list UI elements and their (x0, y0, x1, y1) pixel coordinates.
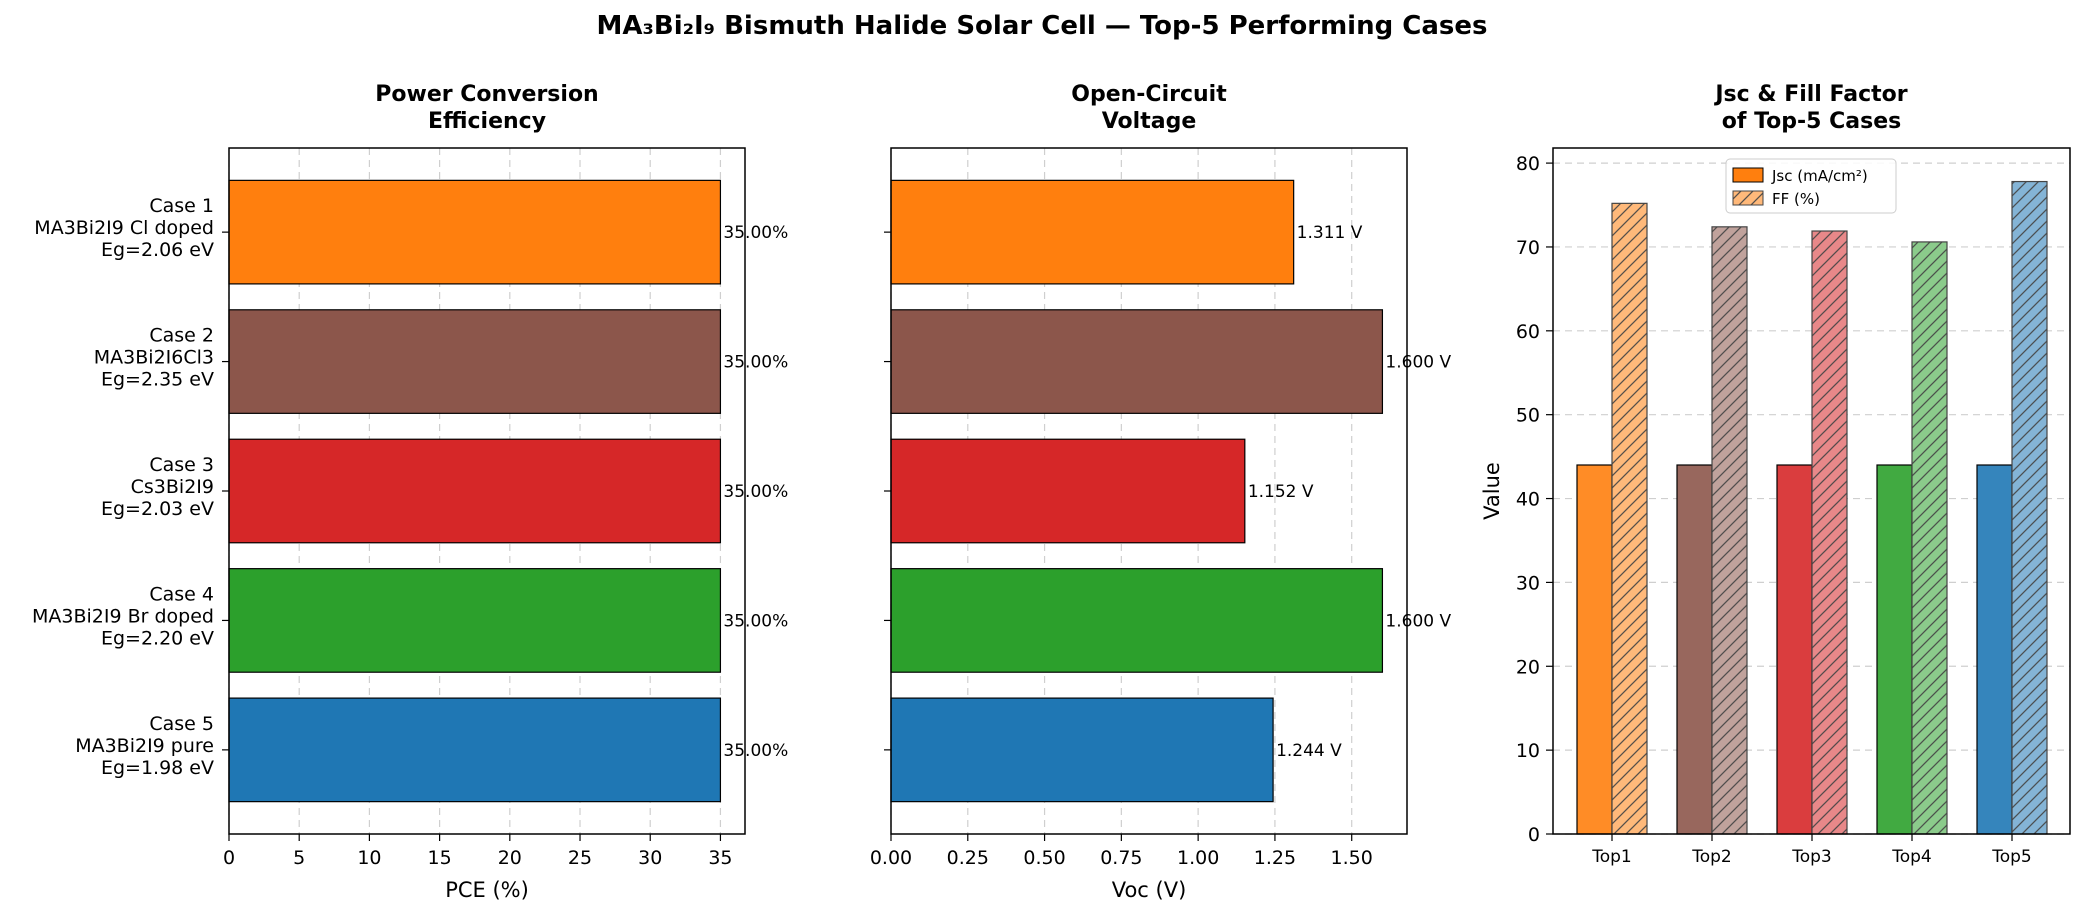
voc-bar (890, 438, 1246, 544)
voc-xtick-label: 1.00 (1177, 847, 1219, 869)
pce-category-label: Eg=2.35 eV (101, 369, 214, 391)
pce-category-label: MA3Bi2I9 Cl doped (34, 217, 214, 239)
pce-xtick-label: 25 (568, 847, 592, 869)
pce-category-label: Cs3Bi2I9 (131, 476, 214, 498)
pce-category-label: Case 2 (149, 325, 214, 347)
pce-bar (228, 309, 722, 414)
pce-title-line-1: Power Conversion (375, 82, 598, 107)
pce-value-label: 35.00% (723, 223, 788, 243)
jscff-xtick-label: Top1 (1591, 847, 1632, 867)
pce-category-label: Case 1 (149, 195, 214, 217)
voc-value-label: 1.600 V (1385, 611, 1451, 631)
voc-xtick-label: 0.75 (1100, 847, 1142, 869)
jscff-ytick-label: 70 (1516, 237, 1540, 259)
pce-xtick-label: 30 (638, 847, 662, 869)
pce-category-label: MA3Bi2I9 pure (75, 735, 214, 757)
jscff-ytick-label: 20 (1516, 656, 1540, 678)
voc-xtick-label: 0.25 (947, 847, 989, 869)
jscff-ytick-label: 30 (1516, 572, 1540, 594)
ff-bar-hatch (1612, 203, 1647, 835)
pce-value-label: 35.00% (723, 611, 788, 631)
jsc-bar (1776, 464, 1813, 835)
pce-axes-frame (228, 147, 746, 835)
ff-bar-hatch (1812, 231, 1847, 835)
voc-xtick-label: 1.50 (1331, 847, 1373, 869)
jscff-ytick-label: 80 (1516, 153, 1540, 175)
jscff-legend: Jsc (mA/cm²) FF (%) (1725, 158, 1897, 214)
pce-xtick-label: 35 (708, 847, 732, 869)
legend-box (1725, 158, 1897, 214)
pce-category-label: Eg=2.03 eV (101, 498, 214, 520)
jsc-ff-panel: Top1 Top2 Top3 Top4 Top5 0 10 20 30 40 50 60 70 80 Val… (1480, 82, 2071, 867)
voc-bar (890, 309, 1384, 414)
ff-bar-hatch (1912, 241, 1947, 835)
legend-swatch-ff-hatch (1733, 191, 1763, 205)
pce-category-label: Case 3 (149, 454, 214, 476)
pce-value-label: 35.00% (723, 353, 788, 373)
pce-category-label: Case 4 (149, 583, 214, 605)
pce-category-label: MA3Bi2I6Cl3 (94, 347, 214, 369)
ff-bar-hatch (2012, 181, 2047, 834)
voc-title-line-2: Voltage (1102, 109, 1197, 134)
voc-value-label: 1.600 V (1385, 353, 1451, 373)
voc-bar (890, 179, 1295, 285)
jscff-ytick-label: 50 (1516, 405, 1540, 427)
ff-bar-hatch (1712, 226, 1747, 834)
jscff-ytick-label: 60 (1516, 321, 1540, 343)
jsc-bar (1576, 464, 1613, 835)
pce-value-label: 35.00% (723, 741, 788, 761)
pce-xtick-label: 0 (223, 847, 235, 869)
pce-xtick-label: 15 (428, 847, 452, 869)
legend-label-jsc: Jsc (mA/cm²) (1771, 167, 1868, 185)
pce-xtick-label: 10 (357, 847, 381, 869)
voc-xtick-label: 1.25 (1254, 847, 1296, 869)
voc-xtick-label: 0.50 (1023, 847, 1065, 869)
jscff-xtick-label: Top4 (1891, 847, 1932, 867)
pce-xtick-label: 5 (293, 847, 305, 869)
jsc-bar (1876, 464, 1913, 835)
jsc-bar (1976, 464, 2013, 835)
voc-panel: 1.311 V 1.600 V 1.152 V 1.600 V 1.244 V 0.00 0… (870, 82, 1452, 902)
pce-category-label: MA3Bi2I9 Br doped (32, 605, 214, 627)
jscff-xtick-label: Top5 (1991, 847, 2032, 867)
jscff-ytick-label: 40 (1516, 489, 1540, 511)
legend-swatch-jsc (1732, 167, 1764, 183)
pce-category-label: Eg=1.98 eV (101, 757, 214, 779)
jscff-xtick-label: Top2 (1691, 847, 1732, 867)
jscff-title-line-1: Jsc & Fill Factor (1713, 82, 1907, 107)
pce-bar (228, 697, 722, 803)
legend-label-ff: FF (%) (1772, 190, 1820, 208)
jscff-axes-frame (1552, 147, 2071, 835)
pce-title-line-2: Efficiency (428, 109, 546, 134)
jscff-xtick-label: Top3 (1791, 847, 1832, 867)
pce-category-label: Eg=2.20 eV (101, 627, 214, 649)
pce-xtick-label: 20 (498, 847, 522, 869)
jscff-ytick-label: 10 (1516, 740, 1540, 762)
pce-category-label: Eg=2.06 eV (101, 239, 214, 261)
jscff-title-line-2: of Top-5 Cases (1722, 109, 1902, 134)
voc-value-label: 1.311 V (1297, 223, 1363, 243)
figure-title: MA₃Bi₂I₉ Bismuth Halide Solar Cell — Top… (597, 11, 1488, 41)
voc-axes-frame (890, 147, 1408, 835)
pce-xlabel: PCE (%) (445, 878, 529, 902)
jscff-ylabel: Value (1480, 462, 1504, 520)
voc-value-label: 1.244 V (1276, 741, 1342, 761)
jsc-bar (1676, 464, 1713, 835)
pce-bar (228, 438, 722, 544)
pce-value-label: 35.00% (723, 482, 788, 502)
pce-category-label: Case 5 (149, 713, 214, 735)
pce-bar (228, 568, 722, 673)
voc-title-line-1: Open-Circuit (1071, 82, 1227, 107)
voc-value-label: 1.152 V (1248, 482, 1314, 502)
voc-xtick-label: 0.00 (870, 847, 912, 869)
voc-xlabel: Voc (V) (1112, 878, 1187, 902)
jscff-ytick-label: 0 (1528, 824, 1540, 846)
pce-bar (228, 179, 722, 285)
voc-bar (890, 697, 1274, 803)
voc-bar (890, 568, 1384, 673)
